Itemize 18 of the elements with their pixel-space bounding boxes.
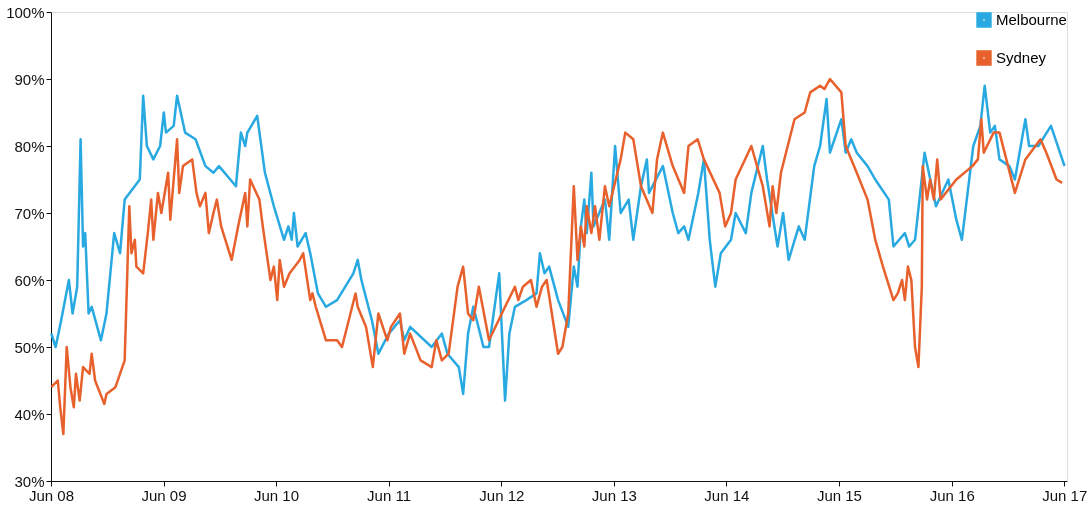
x-tick-label: Jun 10 xyxy=(254,486,300,504)
y-tick-label: 50% xyxy=(14,338,45,356)
legend-label: Melbourne xyxy=(996,11,1067,28)
x-tick-label: Jun 16 xyxy=(929,486,975,504)
x-tick-label: Jun 17 xyxy=(1042,486,1088,504)
x-tick-label: Jun 11 xyxy=(367,486,412,504)
x-tick-label: Jun 14 xyxy=(704,486,750,504)
y-tick-label: 80% xyxy=(14,137,45,155)
y-tick-label: 90% xyxy=(14,70,45,88)
x-tick-label: Jun 12 xyxy=(479,486,525,504)
x-tick-label: Jun 09 xyxy=(141,486,187,504)
x-tick-label: Jun 13 xyxy=(591,486,637,504)
y-tick-label: 100% xyxy=(6,3,45,21)
y-tick-label: 40% xyxy=(14,405,45,423)
legend-label: Sydney xyxy=(996,49,1047,66)
y-tick-label: 60% xyxy=(14,271,45,289)
y-tick-label: 70% xyxy=(14,204,45,222)
x-tick-label: Jun 15 xyxy=(816,486,862,504)
